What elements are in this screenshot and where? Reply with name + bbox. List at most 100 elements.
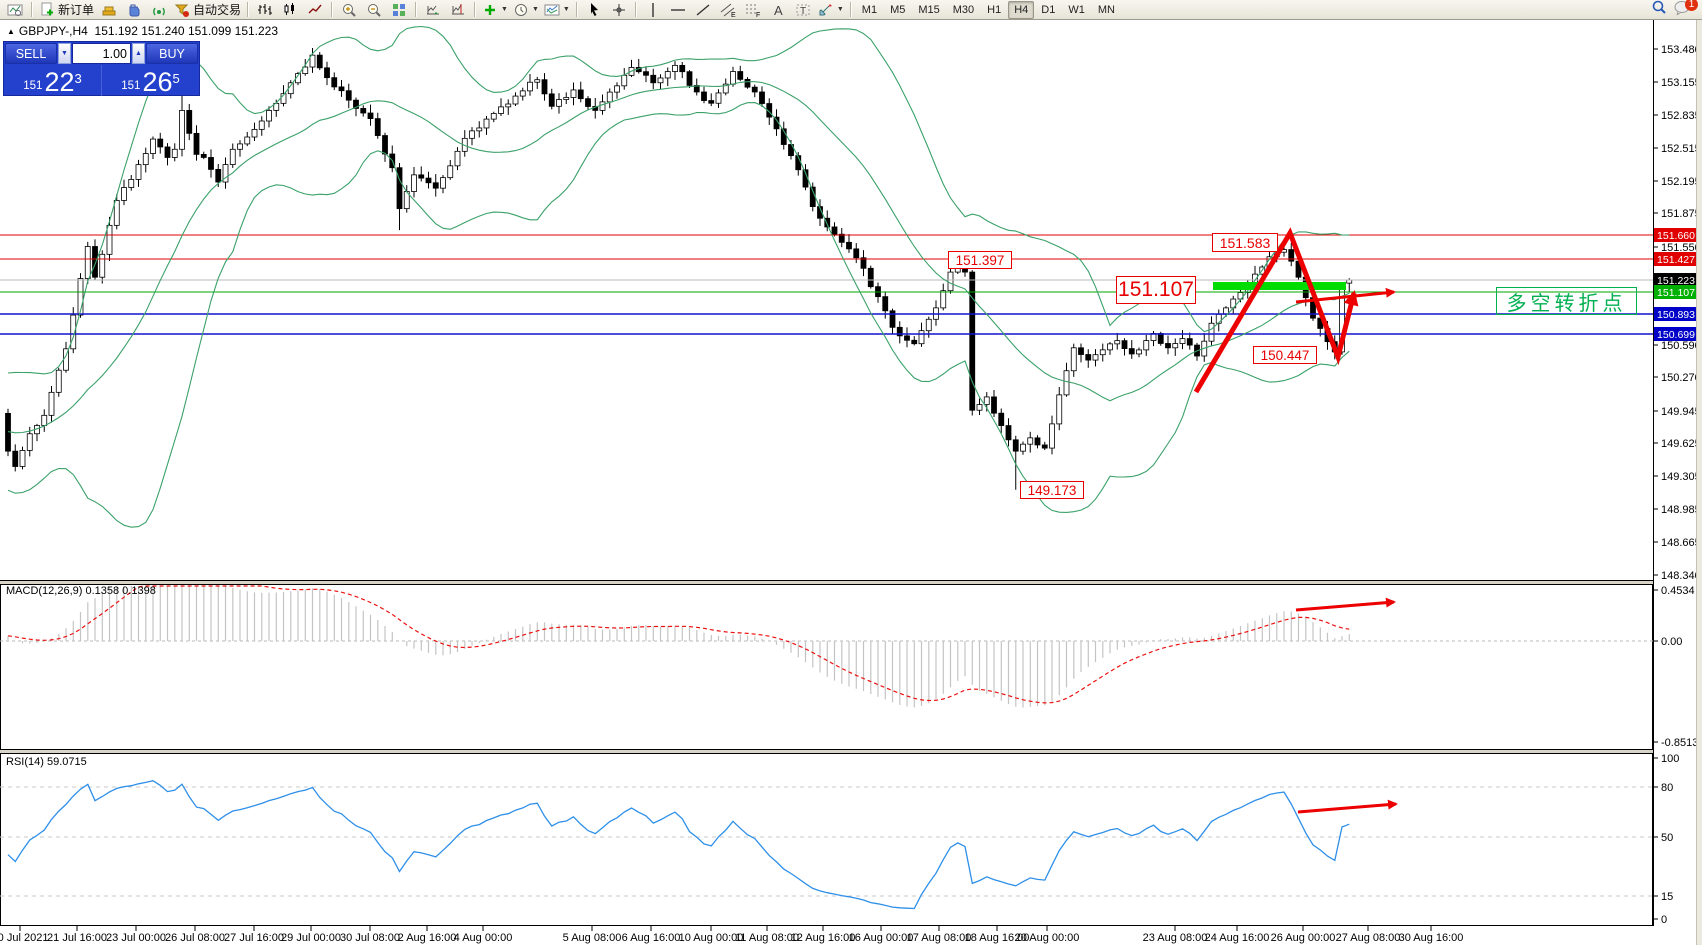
bollinger-lower-band <box>7 102 1350 528</box>
macd-label: MACD(12,26,9) 0.1358 0.1398 <box>6 585 156 597</box>
notifications-chat-icon[interactable]: 1 <box>1673 0 1698 20</box>
toolbar-separator <box>474 2 477 17</box>
price-tag-label: 151.107 <box>1657 287 1695 299</box>
new-order-label: 新订单 <box>58 3 95 17</box>
zoom-out-button[interactable] <box>362 1 386 19</box>
time-axis-label: 24 Aug 16:00 <box>1205 932 1270 944</box>
zigzag-arrow <box>1193 227 1359 394</box>
bar-chart-button[interactable] <box>253 1 277 19</box>
sell-button[interactable]: SELL <box>5 43 57 64</box>
macd-axis-label: 0.4534 <box>1661 585 1695 597</box>
ohlc-values: 151.192 151.240 151.099 151.223 <box>94 24 279 38</box>
svg-text:A: A <box>774 3 783 18</box>
time-axis-label: 23 Jul 00:00 <box>106 932 166 944</box>
sell-price[interactable]: 151 22 3 <box>4 65 101 96</box>
price-tag-label: 151.427 <box>1657 254 1695 266</box>
tf-d1-button[interactable]: D1 <box>1041 3 1056 16</box>
text-tool[interactable]: A <box>766 1 790 19</box>
collapse-triangle-icon[interactable]: ▲ <box>7 27 15 36</box>
indicators-button[interactable]: ▼ <box>480 1 510 19</box>
buy-price[interactable]: 151 26 5 <box>101 65 199 96</box>
buy-price-point: 5 <box>172 71 180 86</box>
tf-m30-button[interactable]: M30 <box>952 3 975 16</box>
buy-price-figure: 151 <box>121 80 141 92</box>
period-clock-button[interactable]: ▼ <box>511 1 541 19</box>
arrows-shapes-tool[interactable]: ▼ <box>816 1 846 19</box>
time-axis-label: 27 Jul 16:00 <box>224 932 284 944</box>
volume-decrease-button[interactable]: ▼ <box>58 43 71 64</box>
autotrade-label: 自动交易 <box>193 3 242 17</box>
search-icon[interactable] <box>1651 0 1667 20</box>
macd-signal-line <box>7 585 1350 704</box>
jug-icon[interactable] <box>122 1 146 19</box>
tf-m15-button[interactable]: M15 <box>918 3 940 16</box>
toolbar-separator <box>31 2 33 17</box>
crosshair-tool-button[interactable] <box>607 1 631 19</box>
price-tag-bg <box>1654 273 1699 287</box>
notification-badge: 1 <box>1685 0 1698 11</box>
time-axis-label: 20 Aug 00:00 <box>1015 932 1080 944</box>
tf-h1-button[interactable]: H1 <box>987 3 1002 16</box>
candlestick-chart-button[interactable] <box>278 1 302 19</box>
gold-bars-icon[interactable] <box>97 1 121 19</box>
chevron-down-icon: ▼ <box>562 6 570 13</box>
tf-mn-button[interactable]: MN <box>1097 3 1115 16</box>
rsi-axis-label: 50 <box>1661 832 1673 844</box>
flat-arrow <box>1295 287 1396 304</box>
tf-h4-button[interactable]: H4 <box>1008 0 1035 19</box>
volume-input[interactable] <box>72 43 131 64</box>
volume-increase-button[interactable]: ▲ <box>132 43 145 64</box>
price-tag-label: 151.223 <box>1657 275 1695 287</box>
trendline-tool[interactable] <box>691 1 715 19</box>
cursor-tool-button[interactable] <box>582 1 606 19</box>
price-annotation-label: 150.447 <box>1253 346 1317 364</box>
time-axis-label: 26 Jul 08:00 <box>165 932 225 944</box>
time-axis-label: 23 Aug 08:00 <box>1143 932 1208 944</box>
equidistant-channel-tool[interactable]: E <box>716 1 740 19</box>
auto-scroll-button[interactable] <box>421 1 445 19</box>
chart-symbol-header: ▲ GBPJPY-,H4 151.192 151.240 151.099 151.… <box>7 24 278 38</box>
chevron-down-icon: ▼ <box>531 6 539 13</box>
macd-histogram <box>7 586 1350 708</box>
svg-text:E: E <box>731 12 736 18</box>
window-edge-strip <box>1696 20 1702 945</box>
rsi-axis-label: 80 <box>1661 782 1673 794</box>
time-axis-label: 20 Jul 2021 <box>0 932 48 944</box>
vertical-line-tool[interactable] <box>641 1 665 19</box>
buy-button[interactable]: BUY <box>146 43 198 64</box>
fibonacci-tool[interactable]: F <box>741 1 765 19</box>
signal-icon[interactable] <box>147 1 171 19</box>
time-axis-label: 18 Aug 16:00 <box>965 932 1030 944</box>
price-tag-bg <box>1654 307 1699 321</box>
tile-windows-button[interactable] <box>387 1 411 19</box>
tf-m5-button[interactable]: M5 <box>890 3 906 16</box>
bollinger-middle-band <box>7 81 1350 434</box>
one-click-trading-widget: SELL ▼ ▲ BUY 151 22 3 151 26 5 <box>3 41 200 96</box>
horizontal-line-tool[interactable] <box>666 1 690 19</box>
price-axis-label: 152.835 <box>1661 110 1701 122</box>
chart-window-icon[interactable] <box>3 1 27 19</box>
price-axis-label: 153.480 <box>1661 44 1701 56</box>
rsi-label: RSI(14) 59.0715 <box>6 756 87 768</box>
new-order-button[interactable]: 新订单 <box>37 1 96 19</box>
templates-button[interactable]: ▼ <box>542 1 572 19</box>
highlight-zone-bar <box>1213 282 1346 290</box>
symbol-period-label: GBPJPY-,H4 <box>18 24 88 38</box>
chart-shift-button[interactable] <box>446 1 470 19</box>
price-axis-label: 151.550 <box>1661 242 1701 254</box>
autotrade-button[interactable]: 自动交易 <box>172 1 243 19</box>
time-axis-label: 30 Aug 16:00 <box>1399 932 1464 944</box>
line-chart-button[interactable] <box>303 1 327 19</box>
chevron-down-icon: ▼ <box>501 6 508 13</box>
zoom-in-button[interactable] <box>337 1 361 19</box>
tf-w1-button[interactable]: W1 <box>1068 3 1085 16</box>
price-axis-label: 150.270 <box>1661 372 1701 384</box>
text-label-tool[interactable]: T <box>791 1 815 19</box>
tf-m1-button[interactable]: M1 <box>861 3 878 16</box>
toolbar-separator <box>849 2 852 17</box>
price-annotation-label: 151.397 <box>948 251 1012 269</box>
rsi-line <box>7 780 1350 910</box>
